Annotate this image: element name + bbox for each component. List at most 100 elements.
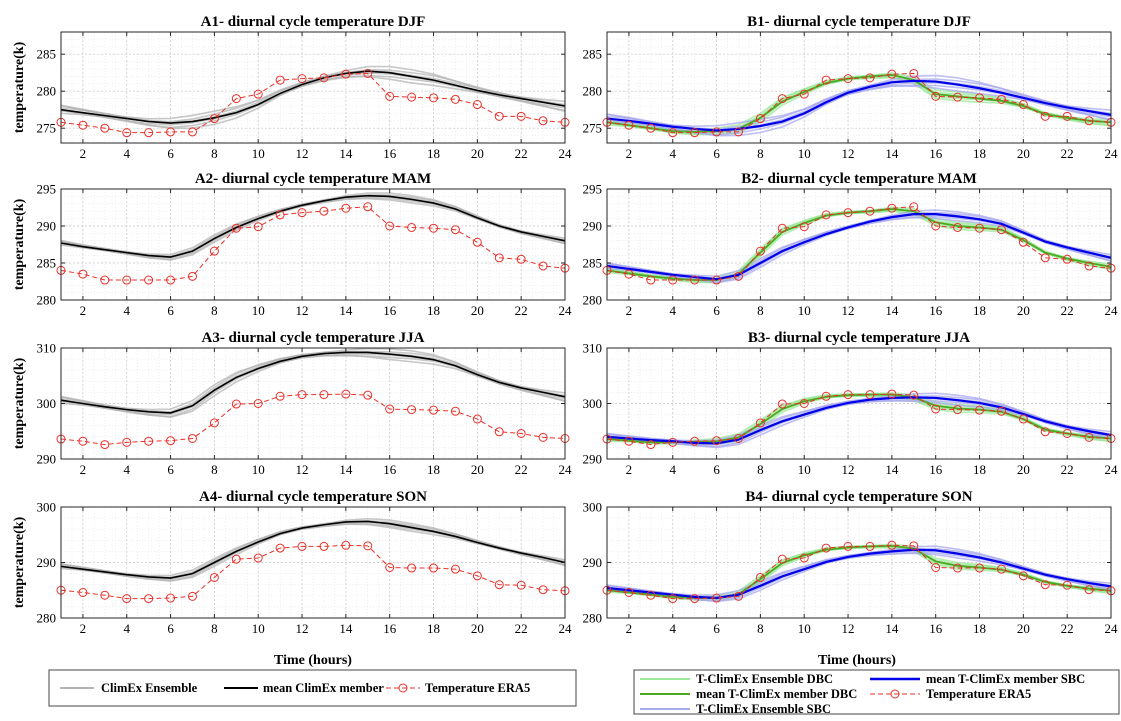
era5-point — [144, 436, 154, 446]
era5-point — [1084, 116, 1094, 126]
era5-point — [100, 440, 110, 450]
era5-point — [843, 541, 853, 551]
era5-point — [100, 590, 110, 600]
x-tick-label: 2 — [626, 621, 633, 636]
x-tick-label: 2 — [626, 303, 633, 318]
x-tick-label: 18 — [973, 621, 986, 636]
x-tick-label: 8 — [211, 146, 218, 161]
era5-point — [472, 414, 482, 424]
era5-point — [253, 399, 263, 408]
x-tick-label: 18 — [427, 621, 440, 636]
era5-point — [887, 203, 897, 213]
era5-point — [975, 93, 985, 103]
era5-point — [407, 222, 417, 232]
era5-point — [712, 593, 722, 603]
series-era5-a1 — [56, 68, 570, 138]
era5-point — [231, 223, 241, 233]
x-tick-label: 6 — [713, 146, 720, 161]
era5-point — [909, 68, 919, 78]
x-tick-label: 22 — [1061, 462, 1074, 477]
era5-point — [777, 399, 787, 409]
x-tick-label: 14 — [885, 621, 899, 636]
legend-left: ClimEx Ensemble mean ClimEx member Tempe… — [48, 669, 577, 707]
era5-point — [909, 541, 919, 551]
x-tick-label: 14 — [339, 146, 353, 161]
x-tick-label: 24 — [559, 146, 573, 161]
era5-point — [166, 127, 176, 137]
x-tick-label: 2 — [80, 621, 87, 636]
x-tick-label: 4 — [123, 621, 130, 636]
era5-point — [319, 541, 329, 551]
y-tick-label: 290 — [37, 219, 57, 234]
y-tick-label: 280 — [583, 293, 603, 308]
era5-point — [733, 271, 743, 281]
x-tick-label: 6 — [713, 621, 720, 636]
era5-point — [78, 587, 88, 597]
x-tick-label: 22 — [515, 462, 528, 477]
era5-point — [843, 390, 853, 400]
era5-point — [865, 73, 875, 83]
era5-point — [909, 202, 919, 212]
era5-point — [472, 100, 482, 110]
x-tick-label: 8 — [211, 462, 218, 477]
x-tick-label: 6 — [713, 462, 720, 477]
era5-point — [407, 563, 417, 573]
era5-point — [1062, 111, 1072, 121]
series-sbc_mean-b2 — [606, 213, 1112, 281]
legend-right: T-ClimEx Ensemble DBC mean T-ClimEx memb… — [633, 669, 1120, 716]
era5-point — [668, 275, 678, 285]
x-tick-label: 18 — [973, 146, 986, 161]
era5-point — [494, 580, 504, 590]
era5-point — [319, 73, 329, 83]
era5-point — [341, 69, 351, 79]
era5-point — [865, 541, 875, 551]
y-tick-label: 285 — [583, 256, 603, 271]
x-tick-label: 6 — [167, 303, 174, 318]
x-tick-label: 22 — [1061, 303, 1074, 318]
era5-point — [516, 428, 526, 438]
x-tick-label: 22 — [515, 146, 528, 161]
era5-point — [78, 120, 88, 130]
x-tick-label: 4 — [669, 462, 676, 477]
era5-point — [887, 540, 897, 550]
era5-point — [319, 390, 329, 400]
x-tick-label: 8 — [211, 303, 218, 318]
era5-point — [799, 89, 809, 99]
y-tick-label: 275 — [583, 121, 603, 136]
era5-point — [166, 593, 176, 603]
x-tick-label: 6 — [167, 462, 174, 477]
x-tick-label: 2 — [80, 462, 87, 477]
panel-title-b1: B1- diurnal cycle temperature DJF — [747, 14, 971, 30]
x-tick-label: 4 — [123, 462, 130, 477]
series-band-a1 — [60, 65, 566, 130]
panel-title-a2: A2- diurnal cycle temperature MAM — [195, 171, 431, 187]
era5-point — [78, 269, 88, 279]
era5-point — [297, 208, 307, 218]
era5-point — [1062, 580, 1072, 590]
series-mean-a1 — [60, 70, 566, 124]
era5-point — [690, 594, 700, 604]
era5-point — [624, 587, 634, 597]
era5-point — [624, 436, 634, 446]
x-tick-label: 24 — [559, 621, 573, 636]
era5-point — [931, 562, 941, 572]
x-tick-label: 16 — [929, 303, 943, 318]
era5-point — [363, 68, 373, 78]
x-axis-label-left: Time (hours) — [274, 653, 352, 668]
x-tick-label: 14 — [885, 303, 899, 318]
era5-point — [996, 564, 1006, 574]
legend-sbc-ensemble-label: T-ClimEx Ensemble SBC — [696, 702, 831, 716]
era5-point — [1018, 237, 1028, 247]
era5-point — [887, 69, 897, 79]
y-axis-label-a4: temperature(k) — [12, 516, 27, 608]
era5-point — [777, 223, 787, 233]
axes-frame-a2 — [60, 188, 566, 301]
era5-point — [209, 572, 219, 582]
era5-point — [385, 562, 395, 572]
era5-point — [1040, 253, 1050, 263]
y-axis-label-a1: temperature(k) — [12, 41, 27, 133]
x-tick-label: 4 — [123, 146, 130, 161]
era5-point — [166, 275, 176, 285]
